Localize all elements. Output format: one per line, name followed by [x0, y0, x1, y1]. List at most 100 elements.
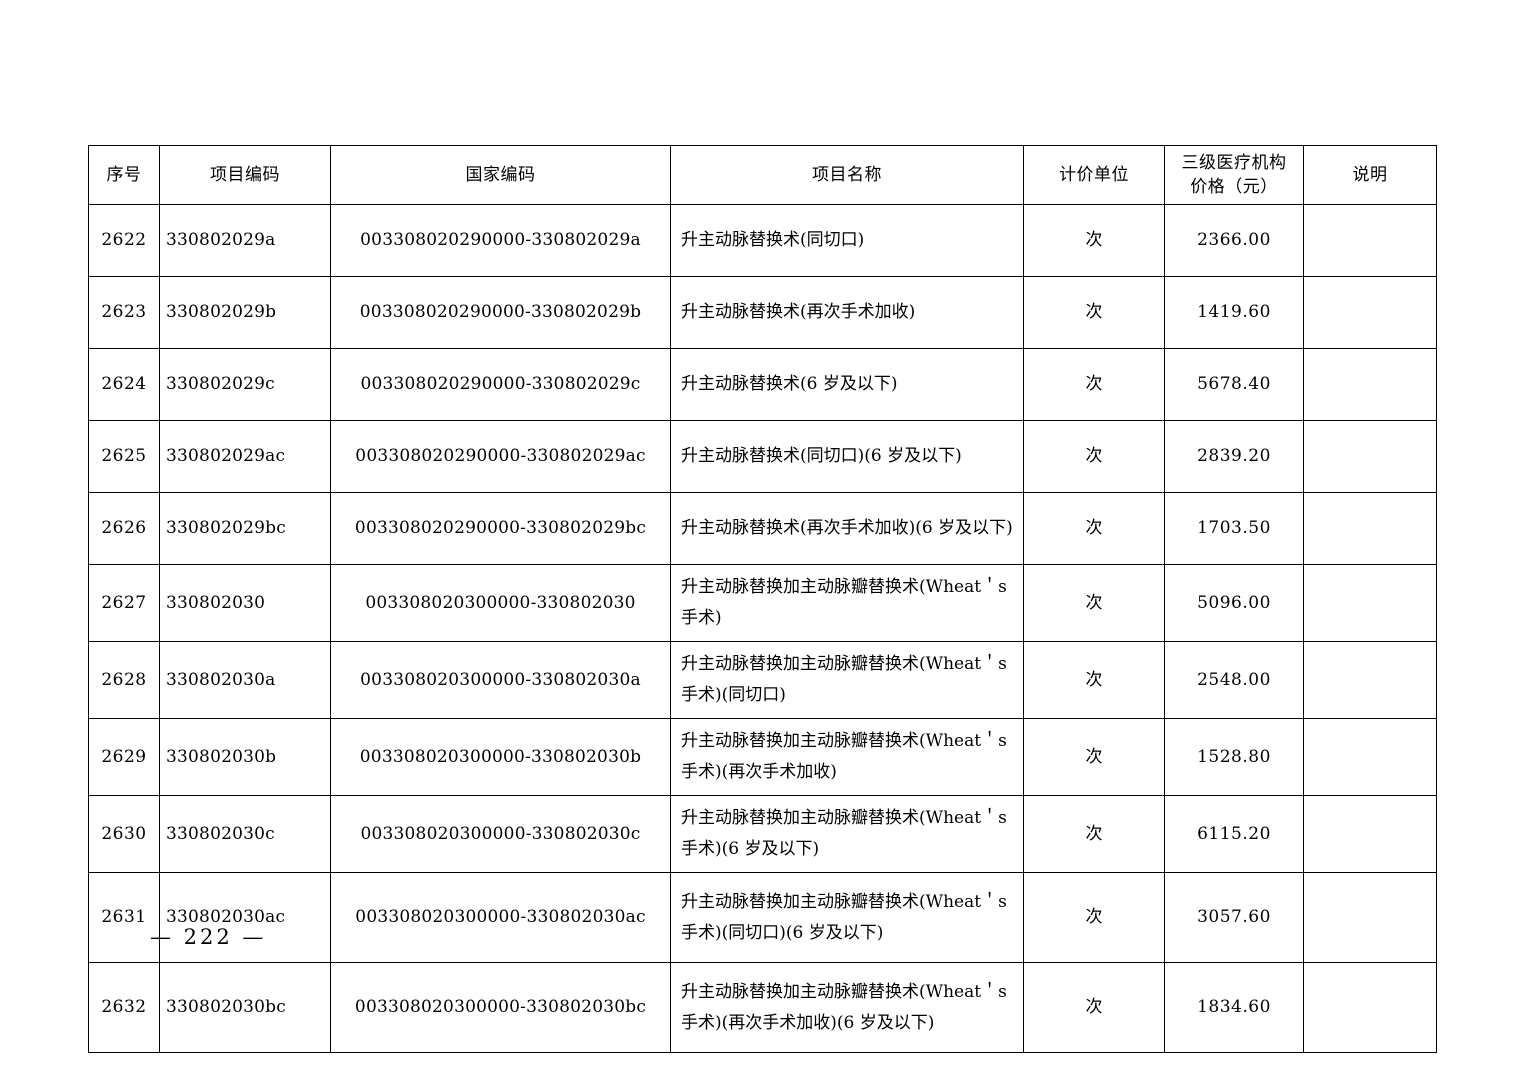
table-row: 2626 330802029bc 003308020290000-330802029… [88, 492, 1437, 565]
cell-price: 1419.60 [1164, 276, 1304, 349]
cell-national-code: 003308020290000-330802029b [330, 276, 671, 349]
cell-unit: 次 [1023, 420, 1165, 493]
cell-price: 1834.60 [1164, 962, 1304, 1053]
cell-unit: 次 [1023, 962, 1165, 1053]
cell-price: 1703.50 [1164, 492, 1304, 565]
cell-price: 2839.20 [1164, 420, 1304, 493]
cell-item-name: 升主动脉替换术(再次手术加收)(6 岁及以下) [670, 492, 1024, 565]
cell-remark [1303, 492, 1437, 565]
cell-remark [1303, 348, 1437, 421]
cell-unit: 次 [1023, 348, 1165, 421]
cell-item-code: 330802030b [159, 718, 331, 796]
cell-item-code: 330802029a [159, 204, 331, 277]
cell-index: 2632 [88, 962, 160, 1053]
cell-item-code: 330802030ac [159, 872, 331, 963]
page-number-footer: — 222 — [150, 925, 267, 949]
cell-unit: 次 [1023, 276, 1165, 349]
cell-item-name: 升主动脉替换加主动脉瓣替换术(Wheat＇s 手术)(同切口)(6 岁及以下) [670, 872, 1024, 963]
cell-item-code: 330802030bc [159, 962, 331, 1053]
cell-unit: 次 [1023, 795, 1165, 873]
cell-national-code: 003308020300000-330802030a [330, 641, 671, 719]
table-row: 2625 330802029ac 003308020290000-330802029… [88, 420, 1437, 493]
cell-remark [1303, 276, 1437, 349]
table-row: 2632 330802030bc 003308020300000-330802030… [88, 962, 1437, 1053]
table-row: 2630 330802030c 003308020300000-330802030c… [88, 795, 1437, 873]
column-header-national-code: 国家编码 [330, 145, 671, 205]
cell-item-name: 升主动脉替换术(同切口) [670, 204, 1024, 277]
cell-item-name: 升主动脉替换加主动脉瓣替换术(Wheat＇s 手术) [670, 564, 1024, 642]
table-row: 2629 330802030b 003308020300000-330802030b… [88, 718, 1437, 796]
cell-remark [1303, 204, 1437, 277]
cell-index: 2625 [88, 420, 160, 493]
table-header-row: 序号 项目编码 国家编码 项目名称 计价单位 三级医疗机构 价格（元） 说明 [88, 145, 1437, 205]
cell-national-code: 003308020290000-330802029ac [330, 420, 671, 493]
column-header-item-code: 项目编码 [159, 145, 331, 205]
cell-index: 2626 [88, 492, 160, 565]
medical-price-table: 序号 项目编码 国家编码 项目名称 计价单位 三级医疗机构 价格（元） 说明 2… [88, 145, 1437, 1053]
column-header-unit: 计价单位 [1023, 145, 1165, 205]
cell-unit: 次 [1023, 204, 1165, 277]
cell-item-name: 升主动脉替换加主动脉瓣替换术(Wheat＇s 手术)(6 岁及以下) [670, 795, 1024, 873]
cell-national-code: 003308020300000-330802030 [330, 564, 671, 642]
cell-item-name: 升主动脉替换术(同切口)(6 岁及以下) [670, 420, 1024, 493]
cell-national-code: 003308020290000-330802029bc [330, 492, 671, 565]
cell-remark [1303, 718, 1437, 796]
column-header-price: 三级医疗机构 价格（元） [1164, 145, 1304, 205]
cell-price: 5096.00 [1164, 564, 1304, 642]
cell-item-code: 330802029c [159, 348, 331, 421]
cell-index: 2629 [88, 718, 160, 796]
cell-index: 2630 [88, 795, 160, 873]
cell-national-code: 003308020300000-330802030b [330, 718, 671, 796]
column-header-price-line2: 价格（元） [1190, 177, 1278, 197]
cell-price: 2366.00 [1164, 204, 1304, 277]
cell-item-name: 升主动脉替换术(再次手术加收) [670, 276, 1024, 349]
table-header: 序号 项目编码 国家编码 项目名称 计价单位 三级医疗机构 价格（元） 说明 [88, 145, 1437, 205]
cell-item-name: 升主动脉替换术(6 岁及以下) [670, 348, 1024, 421]
cell-unit: 次 [1023, 564, 1165, 642]
cell-item-name: 升主动脉替换加主动脉瓣替换术(Wheat＇s 手术)(再次手术加收) [670, 718, 1024, 796]
cell-national-code: 003308020300000-330802030ac [330, 872, 671, 963]
cell-remark [1303, 962, 1437, 1053]
cell-index: 2623 [88, 276, 160, 349]
cell-price: 3057.60 [1164, 872, 1304, 963]
cell-national-code: 003308020290000-330802029a [330, 204, 671, 277]
cell-index: 2627 [88, 564, 160, 642]
cell-national-code: 003308020290000-330802029c [330, 348, 671, 421]
cell-remark [1303, 872, 1437, 963]
table-row: 2628 330802030a 003308020300000-330802030a… [88, 641, 1437, 719]
table-row: 2622 330802029a 003308020290000-330802029a… [88, 204, 1437, 277]
cell-unit: 次 [1023, 872, 1165, 963]
table-row: 2631 330802030ac 003308020300000-330802030… [88, 872, 1437, 963]
cell-item-code: 330802030 [159, 564, 331, 642]
cell-national-code: 003308020300000-330802030bc [330, 962, 671, 1053]
cell-item-code: 330802030c [159, 795, 331, 873]
cell-price: 2548.00 [1164, 641, 1304, 719]
table-row: 2623 330802029b 003308020290000-330802029b… [88, 276, 1437, 349]
cell-remark [1303, 795, 1437, 873]
cell-price: 5678.40 [1164, 348, 1304, 421]
cell-index: 2631 [88, 872, 160, 963]
cell-item-code: 330802030a [159, 641, 331, 719]
column-header-price-line1: 三级医疗机构 [1181, 153, 1287, 173]
cell-price: 6115.20 [1164, 795, 1304, 873]
cell-remark [1303, 564, 1437, 642]
cell-remark [1303, 641, 1437, 719]
cell-index: 2628 [88, 641, 160, 719]
cell-item-name: 升主动脉替换加主动脉瓣替换术(Wheat＇s 手术)(同切口) [670, 641, 1024, 719]
cell-item-code: 330802029ac [159, 420, 331, 493]
cell-index: 2624 [88, 348, 160, 421]
cell-national-code: 003308020300000-330802030c [330, 795, 671, 873]
cell-index: 2622 [88, 204, 160, 277]
column-header-remark: 说明 [1303, 145, 1437, 205]
column-header-item-name: 项目名称 [670, 145, 1024, 205]
column-header-index: 序号 [88, 145, 160, 205]
cell-unit: 次 [1023, 718, 1165, 796]
table-row: 2624 330802029c 003308020290000-330802029c… [88, 348, 1437, 421]
cell-remark [1303, 420, 1437, 493]
cell-item-code: 330802029bc [159, 492, 331, 565]
cell-item-name: 升主动脉替换加主动脉瓣替换术(Wheat＇s 手术)(再次手术加收)(6 岁及以… [670, 962, 1024, 1053]
cell-unit: 次 [1023, 492, 1165, 565]
cell-unit: 次 [1023, 641, 1165, 719]
cell-price: 1528.80 [1164, 718, 1304, 796]
